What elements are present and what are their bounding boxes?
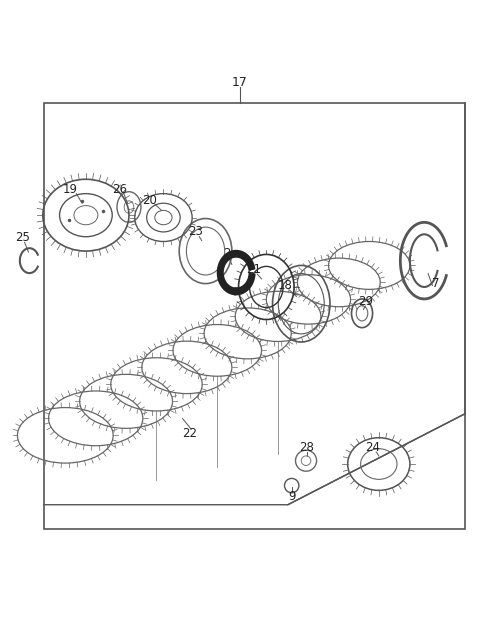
Text: 28: 28 (300, 441, 314, 453)
Text: 2: 2 (223, 247, 230, 260)
Text: 21: 21 (246, 263, 261, 276)
Text: 22: 22 (182, 428, 197, 441)
Text: 26: 26 (112, 183, 127, 196)
Text: 23: 23 (189, 225, 204, 238)
Text: 25: 25 (15, 231, 30, 244)
Text: 17: 17 (232, 76, 248, 89)
Text: 20: 20 (142, 194, 156, 207)
Text: 19: 19 (62, 183, 78, 196)
Text: 24: 24 (366, 441, 381, 453)
Text: 9: 9 (288, 490, 295, 503)
Text: 29: 29 (358, 295, 373, 308)
Text: 18: 18 (278, 279, 293, 292)
Text: 7: 7 (432, 277, 440, 290)
